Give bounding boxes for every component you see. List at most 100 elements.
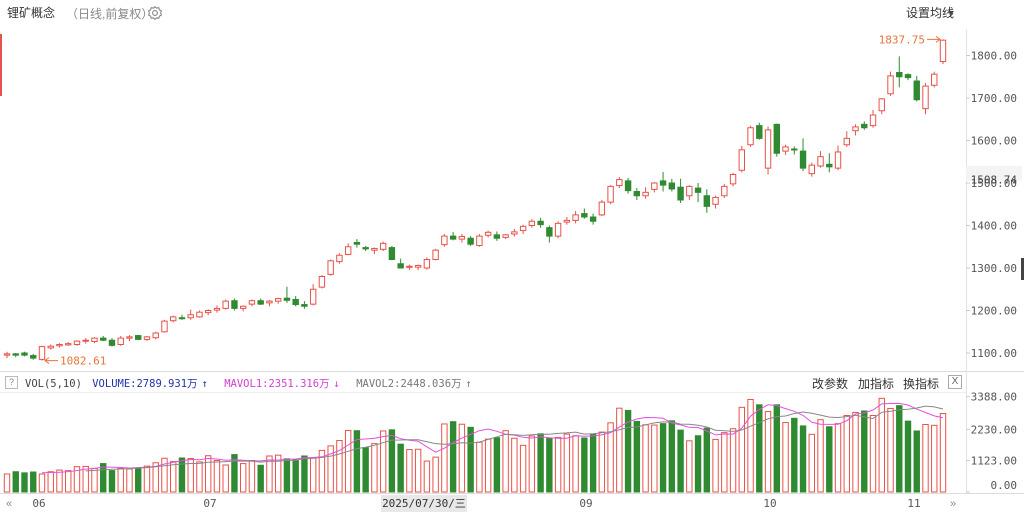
candle-body xyxy=(274,298,282,302)
close-icon[interactable]: X xyxy=(948,375,962,389)
candle xyxy=(861,121,868,130)
candle-body xyxy=(677,186,684,201)
candle-body xyxy=(309,288,317,305)
volume-bar xyxy=(808,433,815,493)
help-icon[interactable]: ? xyxy=(5,376,18,389)
volume-bar xyxy=(913,430,920,493)
candle-body xyxy=(703,195,711,207)
crosshair-date-label: 2025/07/30/三 xyxy=(382,497,466,510)
candle-body xyxy=(939,39,947,62)
volume-bar xyxy=(441,423,448,493)
volume-tick-label: 0.00 xyxy=(991,479,1018,492)
candle xyxy=(764,126,772,175)
candle-body xyxy=(764,129,772,169)
candle-body xyxy=(913,80,920,101)
candle xyxy=(817,151,824,168)
volume-bar xyxy=(729,428,737,493)
candle xyxy=(484,230,492,238)
candle-body xyxy=(581,213,588,218)
current-price-label: 1508.74 xyxy=(971,173,1018,186)
volume-bar xyxy=(887,407,894,493)
stock-title: 锂矿概念 xyxy=(7,6,56,20)
volume-bar xyxy=(939,413,947,493)
volume-bar xyxy=(791,417,798,493)
volume-bar xyxy=(292,459,299,493)
candle xyxy=(248,299,256,307)
scroll-right-icon[interactable]: » xyxy=(950,498,956,510)
candle-body xyxy=(729,174,737,185)
volume-bar xyxy=(581,437,588,493)
candle-body xyxy=(135,335,142,340)
volume-bar xyxy=(170,461,177,493)
chevron-down-icon[interactable] xyxy=(948,11,954,15)
volume-bar xyxy=(91,467,98,493)
candle-body xyxy=(476,235,483,246)
candle-body xyxy=(607,185,614,203)
candle-body xyxy=(292,298,299,306)
volume-bar xyxy=(187,458,194,493)
candle-body xyxy=(397,263,404,269)
volume-bar xyxy=(721,432,728,493)
candle xyxy=(677,178,684,203)
candle-body xyxy=(152,332,159,339)
candle xyxy=(616,177,623,189)
candle-body xyxy=(213,307,221,311)
candle-body xyxy=(572,214,579,221)
volume-bar xyxy=(738,406,746,493)
candle-body xyxy=(878,98,885,112)
volume-bar xyxy=(537,433,544,493)
candle xyxy=(388,245,396,261)
right-scroll-handle[interactable] xyxy=(1021,258,1024,280)
candle-body xyxy=(511,231,518,235)
candle xyxy=(274,297,282,304)
volume-bar xyxy=(371,443,378,493)
volume-bar xyxy=(458,423,466,493)
candle xyxy=(204,309,212,316)
volume-bar xyxy=(449,421,457,493)
candle-body xyxy=(589,216,597,222)
change-params-button[interactable]: 改参数 xyxy=(812,377,849,391)
nav-arrows: « » xyxy=(6,498,956,510)
candle-body xyxy=(3,353,11,356)
arrow-down-icon: ↓ xyxy=(333,378,340,390)
candle xyxy=(712,195,719,209)
candle xyxy=(799,138,807,172)
candle-body xyxy=(747,127,754,146)
price-tick-label: 1200.00 xyxy=(971,305,1017,318)
price-tick-label: 1800.00 xyxy=(971,50,1017,63)
volume-bar xyxy=(239,463,247,493)
volume-bar xyxy=(493,437,501,493)
candle-body xyxy=(773,123,780,154)
candle xyxy=(91,337,98,344)
volume-bar xyxy=(931,424,938,493)
candle-body xyxy=(887,75,894,95)
candle xyxy=(100,336,107,342)
candle-body xyxy=(301,304,308,307)
add-indicator-button[interactable]: 加指标 xyxy=(858,377,895,391)
ma-settings-button[interactable]: 设置均线 xyxy=(905,6,954,20)
candle xyxy=(178,314,186,320)
candle xyxy=(187,309,194,320)
candle-body xyxy=(318,276,326,288)
price-tick-label: 1300.00 xyxy=(971,262,1017,275)
scroll-left-icon[interactable]: « xyxy=(6,498,12,510)
vol-volume-value: VOLUME:2789.931万 xyxy=(92,378,198,390)
candle-body xyxy=(414,264,422,268)
volume-bar xyxy=(143,465,151,493)
candle-body xyxy=(782,146,789,152)
candle-body xyxy=(82,339,89,342)
volume-bar xyxy=(694,435,702,493)
candle xyxy=(353,239,361,248)
volume-bar xyxy=(65,470,72,493)
volume-bar xyxy=(826,426,833,493)
candle-body xyxy=(458,236,466,240)
volume-bar xyxy=(196,461,203,493)
candle-body xyxy=(484,231,492,236)
gear-icon[interactable] xyxy=(147,5,163,21)
candle xyxy=(318,275,326,289)
volume-bar xyxy=(318,449,326,493)
volume-bar xyxy=(222,464,229,493)
switch-indicator-button[interactable]: 换指标 xyxy=(903,377,940,391)
price-tick-label: 1600.00 xyxy=(971,135,1017,148)
candle-body xyxy=(47,345,54,349)
